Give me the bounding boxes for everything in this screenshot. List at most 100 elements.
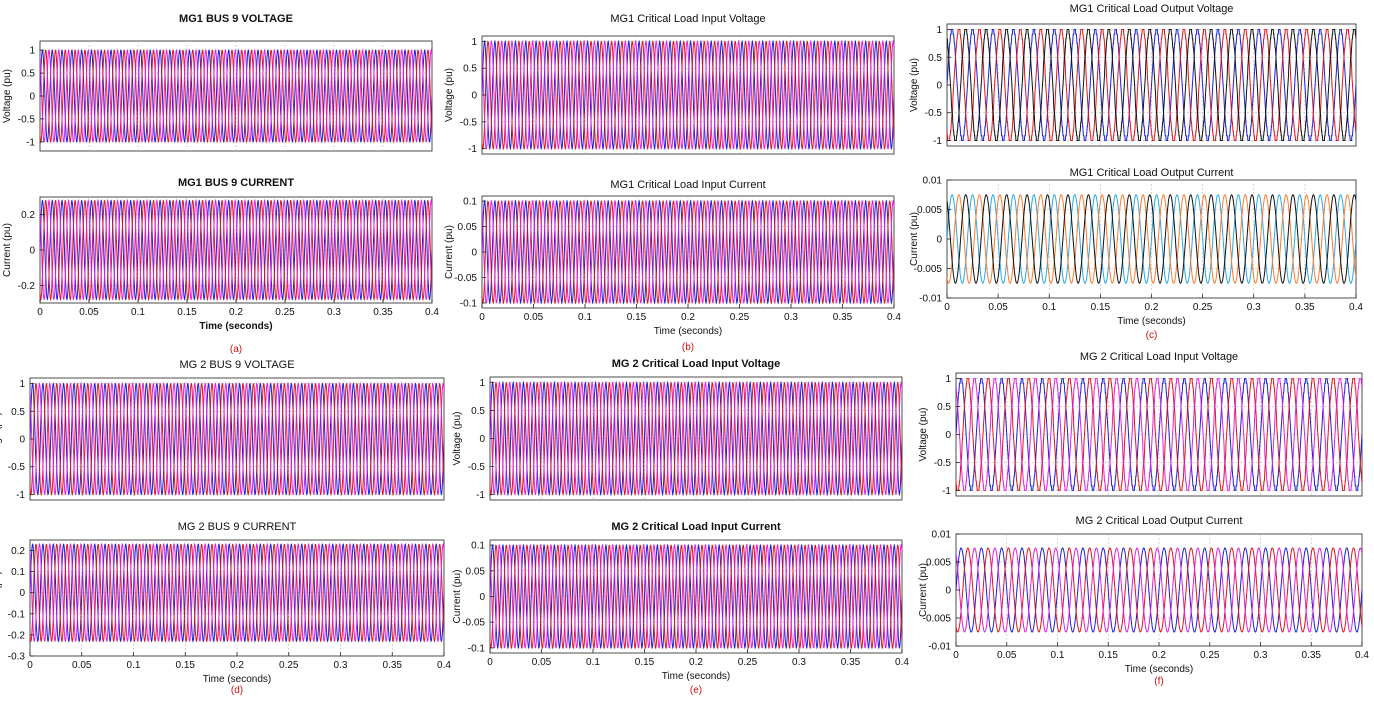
series-line-3: [482, 39, 894, 150]
y-axis-label: Voltage (pu): [452, 412, 463, 466]
plot-title: MG1 Critical Load Output Voltage: [1070, 3, 1234, 15]
x-tick-label: 0.05: [988, 302, 1008, 313]
y-axis-label: Voltage (pu): [444, 68, 455, 122]
y-tick-label: -1: [942, 486, 951, 497]
panel-caption: (d): [231, 685, 243, 696]
x-axis-label: Time (seconds): [199, 321, 272, 332]
panel-c-bottom: -0.01 -0.005 0 0.005 0.01 0 0.05 0.1 0.15 0.2 0.25…: [909, 167, 1363, 341]
plot-title: MG 2 BUS 9 CURRENT: [178, 521, 297, 533]
series-line-1: [490, 543, 902, 650]
y-tick-label: 1: [29, 46, 35, 57]
y-tick-label: 0.01: [923, 176, 943, 187]
plot-title: MG1 Critical Load Input Voltage: [610, 13, 765, 25]
series-line-2: [956, 378, 1362, 491]
panel-f-bottom: -0.01 -0.005 0 0.005 0.01 0 0.05 0.1 0.15 0.2 0.25…: [918, 515, 1369, 687]
series-line-1: [482, 39, 894, 151]
plot-title: MG 2 Critical Load Input Voltage: [1080, 351, 1238, 363]
panel-d-top: -1 -0.5 0 0.5 1 MG 2 BUS 9 VOLTAGE Voltage (pu…: [0, 359, 445, 501]
y-tick-label: 0: [29, 246, 35, 257]
x-tick-label: 0.2: [1152, 650, 1166, 661]
y-tick-label: 0: [29, 92, 35, 103]
plot-title: MG 2 Critical Load Input Current: [611, 521, 781, 533]
x-axis-label: Time (seconds): [1125, 664, 1194, 675]
y-tick-label: 0: [471, 248, 477, 259]
y-tick-label: 1: [19, 379, 25, 390]
y-tick-label: -0.01: [919, 294, 942, 305]
series-line-1: [40, 199, 432, 301]
y-tick-label: 1: [479, 378, 485, 389]
series-line-2: [482, 200, 894, 305]
y-tick-label: 0.01: [932, 530, 952, 541]
series-line-2: [947, 29, 1356, 141]
x-tick-label: 0.25: [1200, 650, 1220, 661]
x-tick-label: 0.2: [681, 312, 695, 323]
y-tick-label: -1: [476, 490, 485, 501]
x-tick-label: 0.2: [229, 307, 243, 318]
plot-title: MG 2 Critical Load Input Voltage: [612, 358, 780, 370]
series-line-2: [947, 194, 1356, 284]
y-tick-label: 0: [479, 434, 485, 445]
x-tick-label: 0.05: [997, 650, 1017, 661]
panel-a-bottom: -0.2 0 0.2 0 0.05 0.1 0.15 0.2 0.25 0.3 0.35 0.4 MG1…: [2, 177, 439, 355]
panel-e-top: -1 -0.5 0 0.5 1 MG 2 Critical Load Input Volt…: [452, 358, 903, 501]
x-tick-label: 0.3: [784, 312, 798, 323]
x-tick-label: 0.25: [279, 660, 299, 671]
x-tick-label: 0.15: [1091, 302, 1111, 313]
x-tick-label: 0.35: [841, 657, 861, 668]
y-tick-label: 0.2: [11, 546, 25, 557]
series-line-2: [40, 49, 432, 144]
x-tick-label: 0.1: [1051, 650, 1065, 661]
series-line-2: [956, 547, 1362, 633]
x-tick-label: 0.4: [1355, 650, 1369, 661]
x-tick-label: 0.05: [79, 307, 99, 318]
x-tick-label: 0.15: [627, 312, 647, 323]
y-axis-label: Voltage (pu): [2, 69, 13, 123]
y-tick-label: -0.01: [928, 642, 951, 653]
panel-caption: (a): [230, 344, 242, 355]
y-axis-label: Current (pu): [918, 563, 929, 617]
x-tick-label: 0.25: [275, 307, 295, 318]
y-tick-label: -0.5: [468, 462, 486, 473]
y-axis-label: Current (pu): [909, 212, 920, 266]
panel-f-top: -1 -0.5 0 0.5 1 MG 2 Critical Load Input Volt…: [918, 351, 1363, 497]
x-tick-label: 0: [27, 660, 33, 671]
y-axis-label: Voltage (pu): [918, 408, 929, 462]
x-tick-label: 0.4: [425, 307, 439, 318]
y-tick-label: 0.2: [21, 210, 35, 221]
panel-b-top: -1 -0.5 0 0.5 1 MG1 Critical Load Input Volta…: [444, 13, 895, 155]
y-tick-label: -0.005: [923, 614, 952, 625]
x-tick-label: 0.35: [1302, 650, 1322, 661]
x-tick-label: 0: [479, 312, 485, 323]
y-tick-label: 0: [936, 81, 942, 92]
y-axis-label: Current (pu): [452, 570, 463, 624]
y-tick-label: 0.5: [463, 64, 477, 75]
x-tick-label: 0.1: [586, 657, 600, 668]
series-line-1: [30, 382, 444, 496]
y-tick-label: 0: [945, 430, 951, 441]
x-tick-label: 0.05: [524, 312, 544, 323]
series-line-2: [30, 383, 444, 496]
series-line-1: [490, 380, 902, 497]
panel-a-top: -1 -0.5 0 0.5 1 MG1 BUS 9 VOLTAGE Voltage (pu): [2, 13, 433, 152]
y-tick-label: 0.1: [471, 541, 485, 552]
series-line-3: [947, 194, 1356, 284]
x-tick-label: 0.05: [72, 660, 92, 671]
y-tick-label: -1: [933, 136, 942, 147]
y-tick-label: -1: [468, 144, 477, 155]
plot-title: MG1 Critical Load Input Current: [610, 179, 765, 191]
x-tick-label: 0.15: [176, 660, 196, 671]
plot-title: MG 2 Critical Load Output Current: [1076, 515, 1243, 527]
y-tick-label: -0.5: [934, 458, 952, 469]
series-line-3: [490, 543, 902, 649]
x-tick-label: 0.05: [532, 657, 552, 668]
y-tick-label: -0.1: [468, 643, 486, 654]
series-line-3: [482, 199, 894, 304]
series-line-3: [490, 381, 902, 496]
plot-title: MG1 BUS 9 CURRENT: [178, 177, 294, 189]
series-line-1: [947, 194, 1356, 284]
series-line-3: [30, 542, 444, 642]
plot-title: MG 2 BUS 9 VOLTAGE: [179, 359, 294, 371]
series-line-3: [30, 382, 444, 495]
y-axis-label: Current (pu): [0, 571, 3, 625]
